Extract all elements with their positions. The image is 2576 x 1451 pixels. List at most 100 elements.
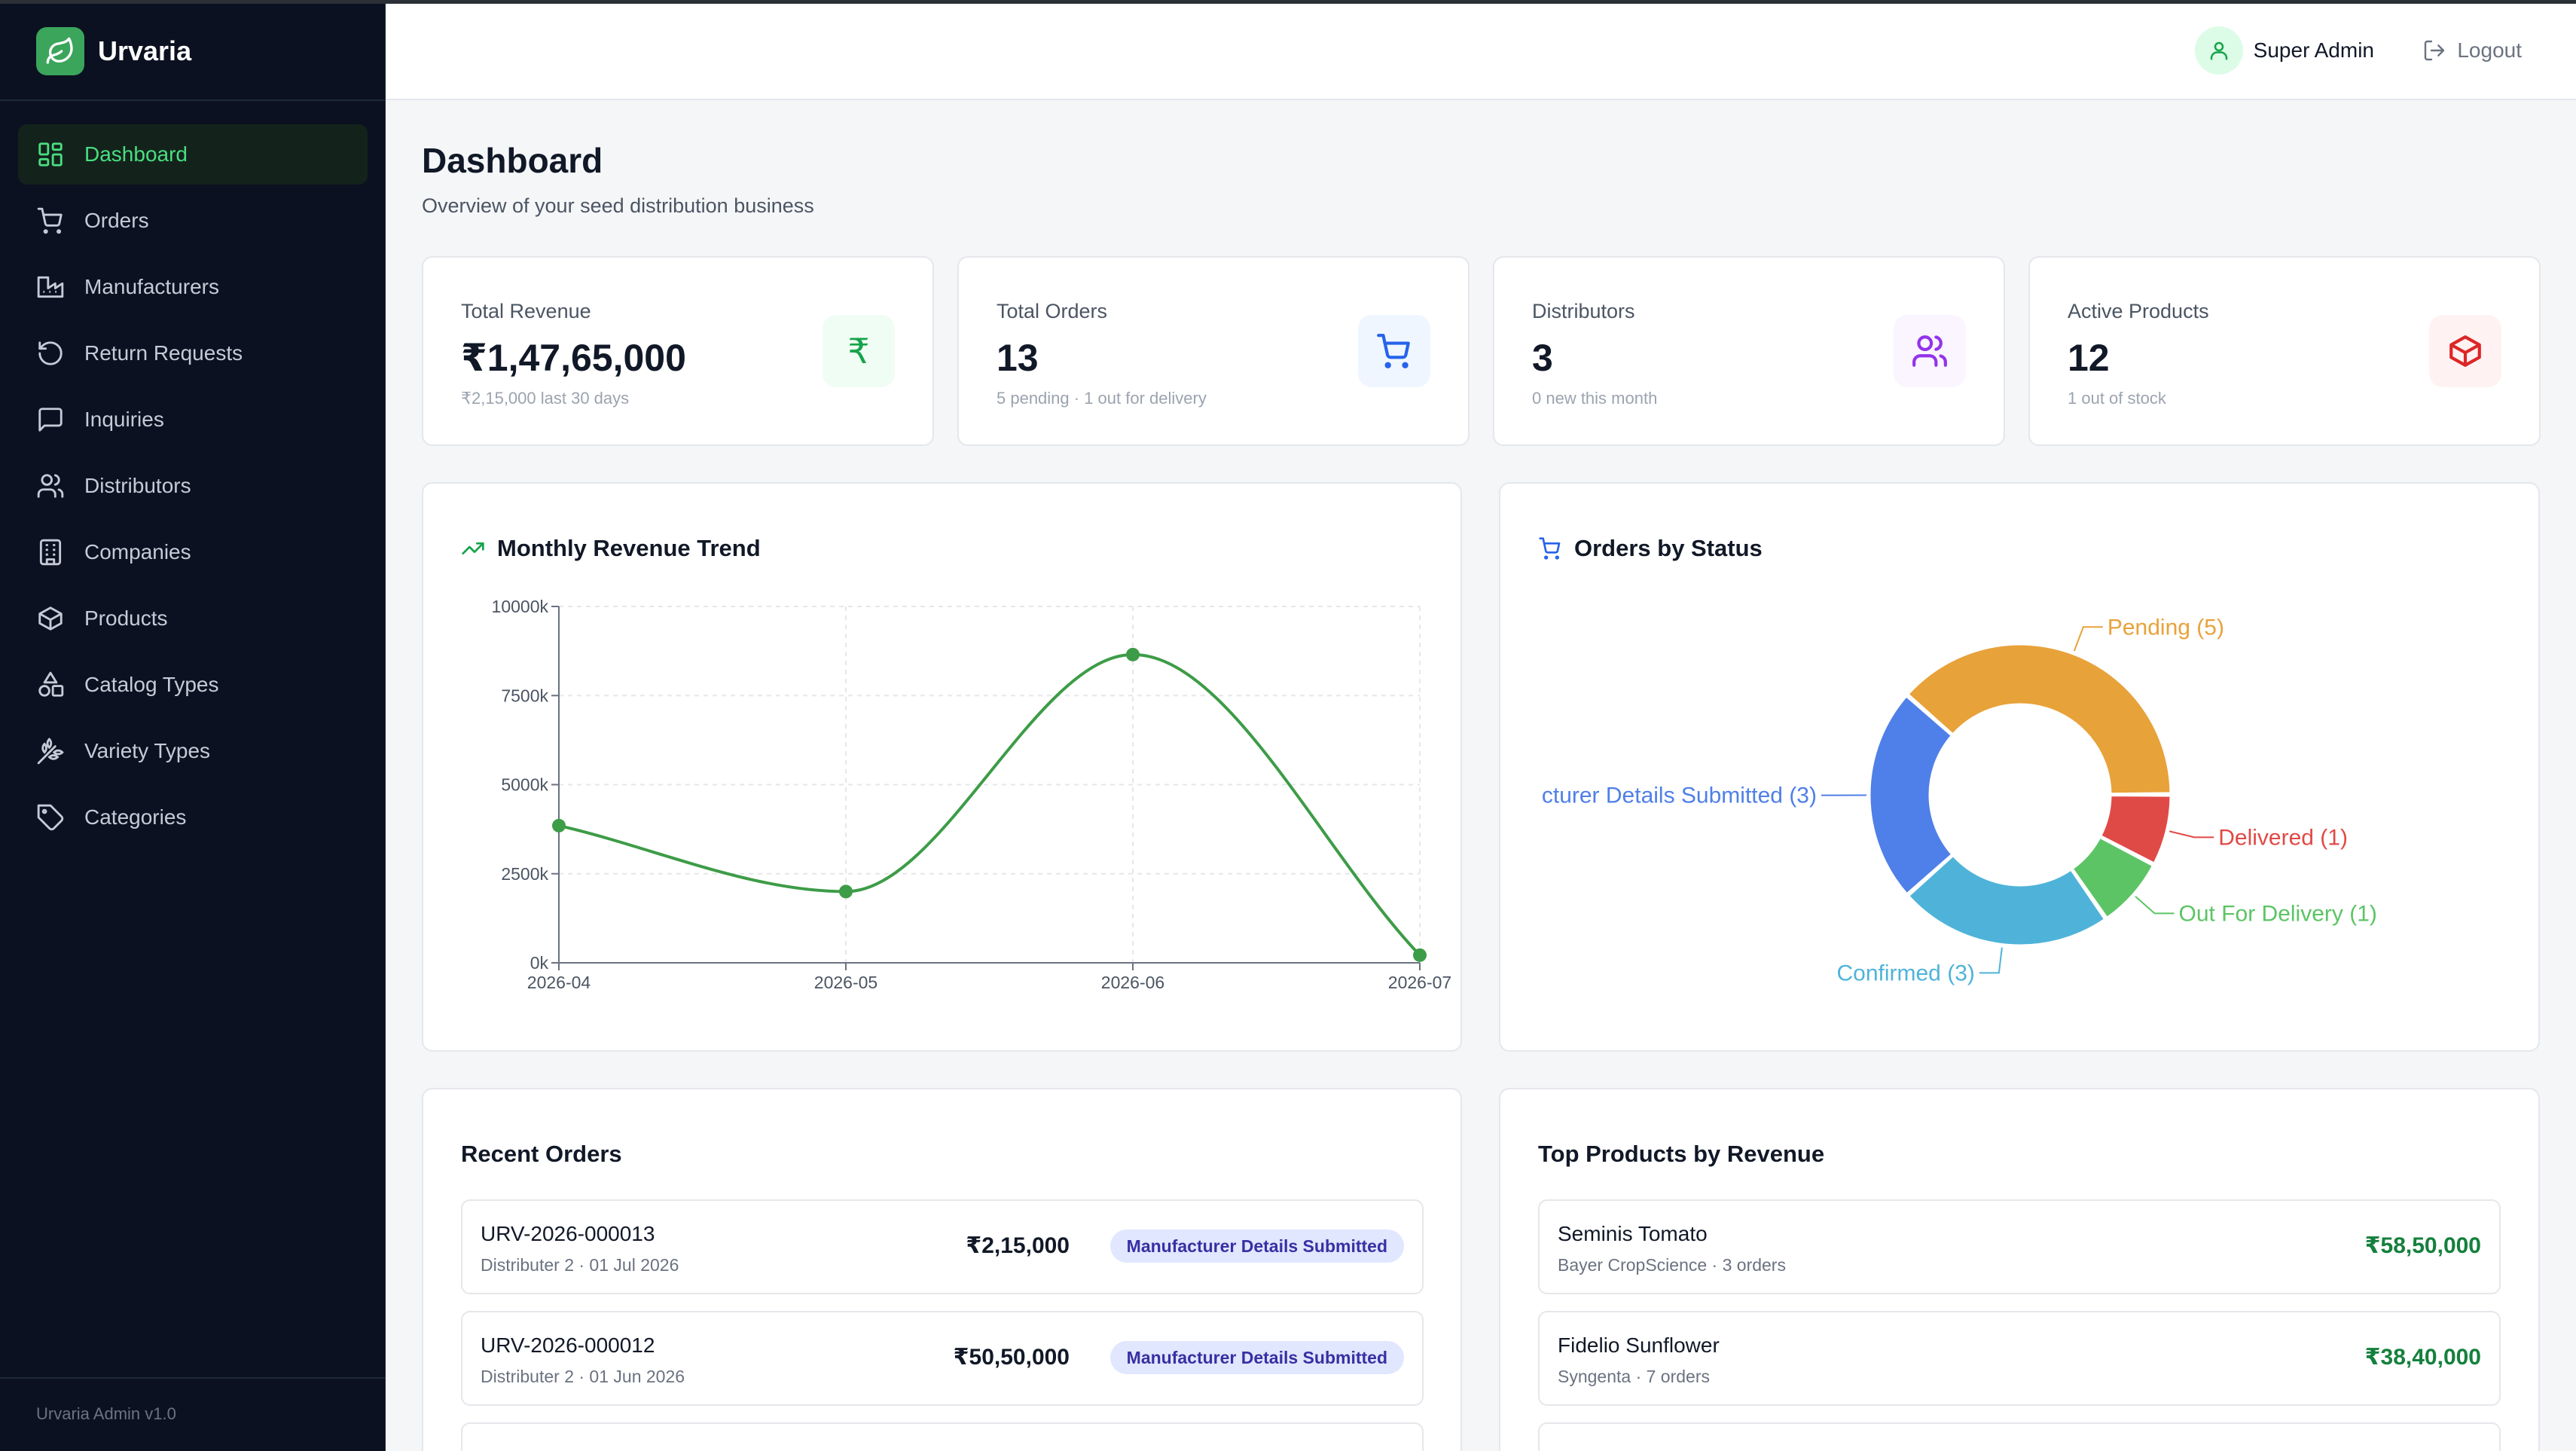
- recent-orders-card: Recent Orders URV-2026-000013 Distribute…: [422, 1088, 1462, 1451]
- table-row[interactable]: [461, 1422, 1424, 1451]
- data-point: [1126, 647, 1140, 661]
- orders-status-donut: Pending (5) Delivered (1) Out For Delivery…: [1542, 615, 2377, 985]
- data-point: [1413, 948, 1427, 962]
- order-id: URV-2026-000012: [481, 1333, 655, 1357]
- stat-card-active-products: Active Products 12 1 out of stock: [2028, 256, 2541, 446]
- trending-up-icon: [462, 542, 484, 554]
- y-tick-label: 7500k: [501, 686, 548, 705]
- stat-label: Distributors: [1532, 300, 1635, 322]
- list-item[interactable]: Fidelio Sunflower Syngenta · 7 orders ₹3…: [1538, 1311, 2501, 1406]
- y-tick-label: 5000k: [501, 775, 548, 795]
- donut-slice: [2071, 835, 2155, 920]
- brand[interactable]: Urvaria: [36, 27, 191, 75]
- user-menu[interactable]: Super Admin: [2194, 26, 2374, 75]
- product-meta: Syngenta · 7 orders: [1558, 1367, 1711, 1386]
- users-icon: [37, 474, 64, 498]
- stat-label: Active Products: [2068, 300, 2209, 322]
- slice-label: Out For Delivery (1): [2179, 901, 2377, 926]
- sidebar-item-variety-types[interactable]: Variety Types: [18, 721, 368, 781]
- card-title: Recent Orders: [461, 1141, 622, 1167]
- card-title: Top Products by Revenue: [1538, 1141, 1825, 1167]
- x-tick-label: 2026-06: [1101, 973, 1164, 992]
- revenue-line-chart: 0k 2500k 5000k 7500k 10000k 2026-04 2026-05 202…: [492, 597, 1452, 992]
- wheat-icon: [37, 738, 64, 765]
- package-icon: [38, 606, 63, 631]
- stat-value: 12: [2068, 337, 2110, 379]
- sidebar-item-companies[interactable]: Companies: [18, 522, 368, 582]
- rupee-icon: ₹: [823, 315, 895, 387]
- list-item[interactable]: [1538, 1422, 2501, 1451]
- donut-slice: [2098, 794, 2172, 866]
- label-leader: [2169, 830, 2214, 839]
- table-row[interactable]: URV-2026-000012 Distributer 2 · 01 Jun 2…: [461, 1311, 1424, 1406]
- status-badge: Manufacturer Details Submitted: [1109, 1341, 1404, 1374]
- donut-slice: [1868, 694, 1954, 896]
- order-id: URV-2026-000013: [481, 1222, 655, 1245]
- divider: [0, 99, 386, 101]
- x-tick-label: 2026-05: [814, 973, 877, 992]
- card-title-text: Orders by Status: [1574, 535, 1763, 561]
- sidebar-item-label: Orders: [84, 209, 149, 232]
- tag-icon: [37, 804, 64, 831]
- avatar: [2194, 26, 2243, 75]
- sidebar-item-catalog-types[interactable]: Catalog Types: [18, 655, 368, 715]
- message-square-icon: [38, 408, 63, 432]
- list-item[interactable]: Seminis Tomato Bayer CropScience · 3 ord…: [1538, 1199, 2501, 1294]
- sidebar-item-orders[interactable]: Orders: [18, 191, 368, 251]
- stat-label: Total Orders: [997, 300, 1108, 322]
- sidebar-item-dashboard[interactable]: Dashboard: [18, 124, 368, 185]
- slice-label: cturer Details Submitted (3): [1542, 784, 1817, 808]
- data-point: [552, 818, 566, 832]
- stat-label: Total Revenue: [461, 300, 591, 322]
- rotate-ccw-icon: [38, 341, 63, 365]
- stat-card-total-revenue: Total Revenue ₹1,47,65,000 ₹2,15,000 las…: [422, 256, 934, 446]
- sidebar-item-distributors[interactable]: Distributors: [18, 456, 368, 516]
- sidebar-item-return-requests[interactable]: Return Requests: [18, 323, 368, 383]
- stat-value: 13: [997, 337, 1039, 379]
- stat-card-total-orders: Total Orders 13 5 pending · 1 out for de…: [957, 256, 1470, 446]
- version-label: Urvaria Admin v1.0: [36, 1404, 176, 1423]
- sidebar-item-label: Inquiries: [84, 408, 164, 431]
- x-tick-label: 2026-04: [527, 973, 591, 992]
- table-row[interactable]: URV-2026-000013 Distributer 2 · 01 Jul 2…: [461, 1199, 1424, 1294]
- label-leader: [1979, 947, 2003, 974]
- product-name: Seminis Tomato: [1558, 1222, 1708, 1245]
- sidebar: Urvaria Dashboard Orders Manufacturers R…: [0, 0, 386, 1451]
- product-revenue: ₹58,50,000: [2364, 1233, 2481, 1258]
- donut-slice: [1906, 643, 2172, 796]
- card-title: Monthly Revenue Trend: [461, 535, 761, 562]
- sidebar-item-label: Distributors: [84, 474, 191, 497]
- product-revenue: ₹38,40,000: [2364, 1345, 2481, 1370]
- sidebar-item-manufacturers[interactable]: Manufacturers: [18, 257, 368, 317]
- stat-note: 0 new this month: [1532, 389, 1658, 408]
- order-meta: Distributer 2 · 01 Jul 2026: [481, 1255, 679, 1275]
- sidebar-item-label: Companies: [84, 540, 191, 564]
- sidebar-item-label: Dashboard: [84, 142, 188, 166]
- logout-button[interactable]: Logout: [2422, 38, 2522, 63]
- order-amount: ₹2,15,000: [966, 1233, 1070, 1258]
- cart-icon: [1358, 315, 1430, 387]
- brand-name: Urvaria: [98, 35, 192, 66]
- cart-icon: [37, 207, 63, 234]
- slice-label: Pending (5): [2107, 615, 2224, 640]
- sidebar-item-label: Categories: [84, 805, 187, 829]
- shapes-icon: [38, 671, 64, 697]
- series-line: [558, 652, 1421, 957]
- sidebar-item-label: Variety Types: [84, 739, 211, 762]
- logout-label: Logout: [2457, 38, 2522, 62]
- sidebar-item-products[interactable]: Products: [18, 588, 368, 649]
- slice-label: Delivered (1): [2218, 825, 2348, 850]
- building-icon: [39, 539, 62, 566]
- y-tick-label: 2500k: [501, 864, 548, 884]
- sidebar-item-inquiries[interactable]: Inquiries: [18, 389, 368, 450]
- sidebar-item-categories[interactable]: Categories: [18, 787, 368, 848]
- x-tick-label: 2026-07: [1388, 973, 1451, 992]
- stat-note: 5 pending · 1 out for delivery: [997, 389, 1207, 408]
- orders-status-card: Orders by Status Pending (5) Delivered (1…: [1499, 482, 2540, 1052]
- page-title: Dashboard: [422, 141, 603, 180]
- y-tick-label: 10000k: [492, 597, 549, 616]
- sidebar-nav: Dashboard Orders Manufacturers Return Re…: [18, 124, 368, 854]
- stat-value: ₹1,47,65,000: [461, 337, 686, 379]
- donut-slice: [1906, 854, 2107, 947]
- sidebar-item-label: Catalog Types: [84, 673, 219, 696]
